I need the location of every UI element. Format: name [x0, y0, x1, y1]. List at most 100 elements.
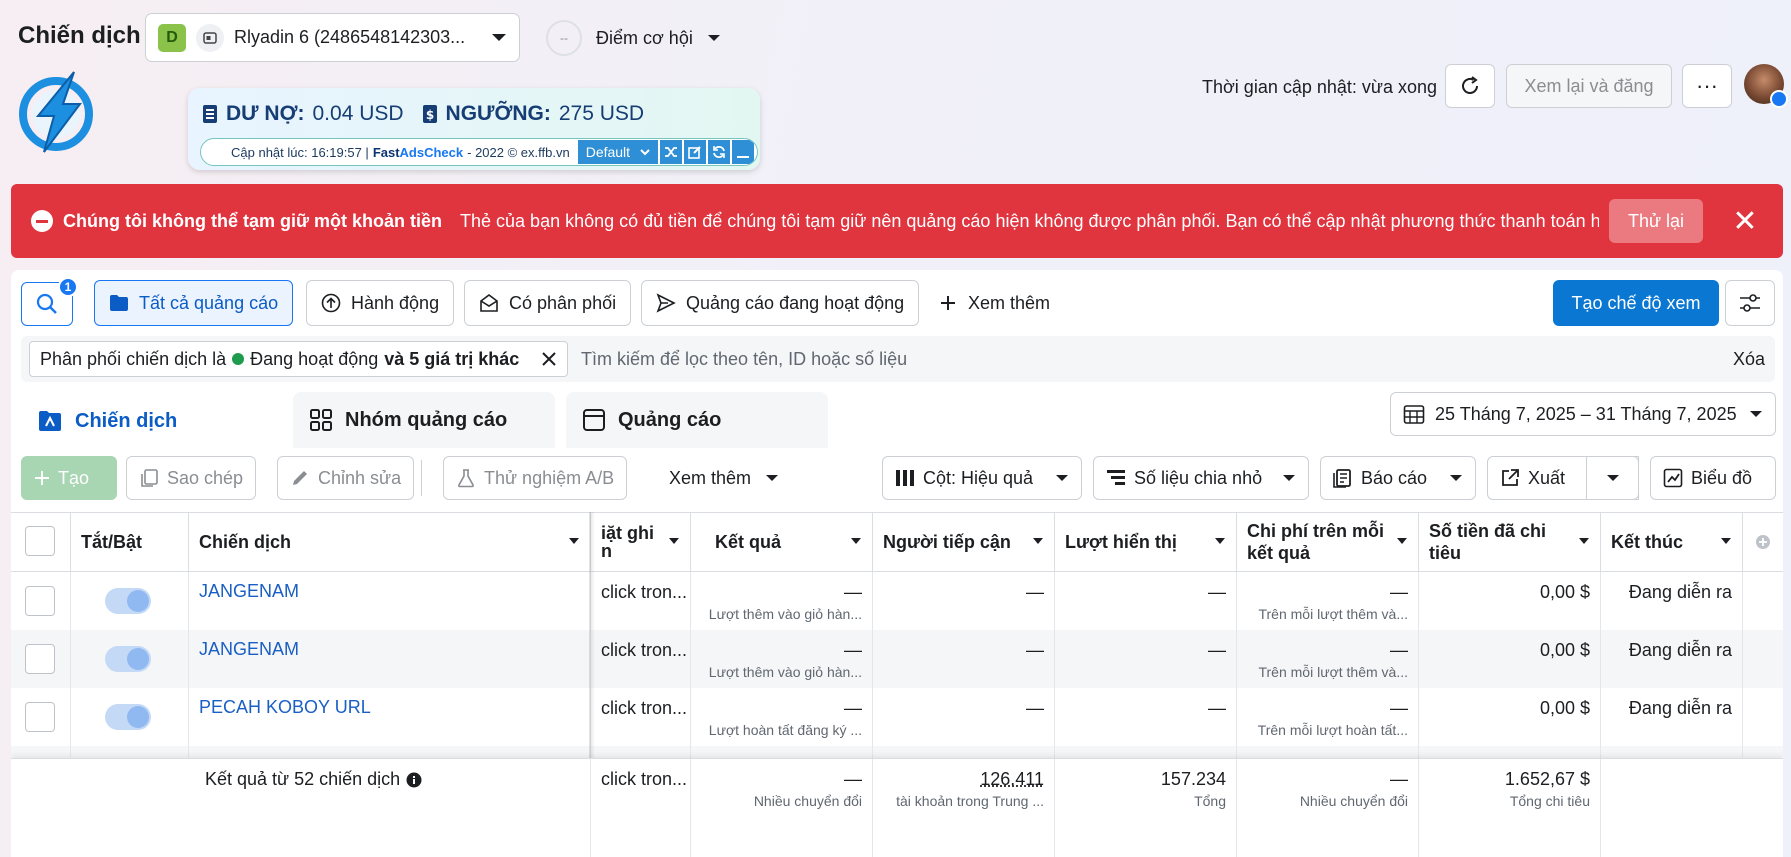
- header-impressions[interactable]: Lượt hiển thị: [1055, 513, 1237, 571]
- see-more-filters[interactable]: Xem thêm: [940, 280, 1050, 326]
- spent-value: 0,00 $: [1539, 640, 1590, 660]
- export-dropdown[interactable]: [1586, 456, 1639, 500]
- end-value: Đang diễn ra: [1628, 582, 1732, 602]
- summary-cpr-note: Nhiều chuyển đổi: [1299, 793, 1408, 809]
- sliders-icon: [1740, 294, 1760, 312]
- table-row[interactable]: JANGENAM click tron... — Lượt thêm vào gi…: [11, 572, 1783, 630]
- header-results[interactable]: Kết quả: [691, 513, 873, 571]
- shuffle-button[interactable]: [660, 140, 683, 164]
- chip-label: Hành động: [351, 292, 440, 313]
- campaign-toggle[interactable]: [105, 588, 151, 614]
- campaign-name-link[interactable]: JANGENAM: [199, 639, 300, 659]
- campaign-name-link[interactable]: JANGENAM: [199, 581, 300, 601]
- select-all-checkbox[interactable]: [25, 526, 55, 556]
- tab-ad-sets[interactable]: Nhóm quảng cáo: [293, 392, 555, 448]
- edit-button[interactable]: Chỉnh sửa: [277, 456, 415, 500]
- close-icon[interactable]: ✕: [1732, 204, 1758, 238]
- summary-result-type: Nhiều chuyển đổi: [753, 793, 862, 809]
- row-checkbox[interactable]: [25, 702, 55, 732]
- chip-has-delivery[interactable]: Có phân phối: [464, 280, 632, 326]
- header-select-all[interactable]: [11, 513, 71, 571]
- account-badge: D: [158, 23, 186, 52]
- chip-active-ads[interactable]: Quảng cáo đang hoạt động: [641, 280, 920, 326]
- campaign-name-link[interactable]: PECAH KOBOY URL: [199, 697, 371, 717]
- adscheck-brand: AdsCheck: [399, 144, 464, 160]
- chevron-down-icon: [1033, 538, 1043, 544]
- chevron-down-icon: [1283, 474, 1295, 481]
- result-value: —: [844, 640, 862, 660]
- plus-icon: [35, 471, 49, 485]
- status-dot-icon: [232, 353, 245, 365]
- result-value: —: [844, 582, 862, 602]
- review-and-publish-button[interactable]: Xem lại và đăng: [1506, 64, 1672, 108]
- end-value: Đang diễn ra: [1628, 698, 1732, 718]
- alert-message: Thẻ của bạn không có đủ tiền để chúng tô…: [460, 210, 1599, 231]
- create-button[interactable]: Tạo: [21, 456, 117, 500]
- result-type: Lượt thêm vào giỏ hàn...: [708, 606, 862, 622]
- campaign-toggle[interactable]: [105, 704, 151, 730]
- export-label: Xuất: [1528, 467, 1566, 488]
- minimize-button[interactable]: [732, 140, 755, 164]
- columns-dropdown[interactable]: Cột: Hiệu quả: [882, 456, 1082, 500]
- chevron-down-icon: [669, 538, 679, 544]
- edit-button[interactable]: [684, 140, 707, 164]
- summary-impressions-note: Tổng: [1194, 793, 1226, 809]
- header-reach[interactable]: Người tiếp cận: [873, 513, 1055, 571]
- chart-button[interactable]: Biểu đồ: [1650, 456, 1776, 500]
- more-options-button[interactable]: ···: [1682, 64, 1732, 108]
- tab-label: Chiến dịch: [75, 409, 178, 432]
- create-label: Tạo: [58, 467, 90, 488]
- clear-filters-link[interactable]: Xóa: [1732, 348, 1765, 369]
- refresh-button[interactable]: [1445, 64, 1495, 108]
- preset-select[interactable]: Default: [577, 140, 659, 164]
- copy-button[interactable]: Sao chép: [126, 456, 257, 500]
- view-settings-button[interactable]: [1725, 280, 1775, 326]
- chip-actions[interactable]: Hành động: [306, 280, 455, 326]
- search-button[interactable]: 1: [21, 277, 78, 326]
- tab-ads[interactable]: Quảng cáo: [566, 392, 828, 448]
- summary-attribution: click tron...: [601, 769, 688, 789]
- add-column-button[interactable]: [1743, 513, 1783, 571]
- result-type: Lượt hoàn tất đăng ký ...: [708, 722, 862, 738]
- header-amount-spent[interactable]: Số tiền đã chi tiêu: [1419, 513, 1601, 571]
- header-ends[interactable]: Kết thúc: [1601, 513, 1743, 571]
- create-view-button[interactable]: Tạo chế độ xem: [1553, 280, 1719, 326]
- campaign-toggle[interactable]: [105, 646, 151, 672]
- header-toggle[interactable]: Tắt/Bật: [71, 513, 189, 571]
- account-selector[interactable]: D Rlyadin 6 (2486548142303...: [145, 13, 520, 62]
- cpr-value: —: [1390, 582, 1408, 602]
- row-checkbox[interactable]: [25, 586, 55, 616]
- payment-alert: Chúng tôi không thể tạm giữ một khoản ti…: [11, 184, 1783, 258]
- chip-all-ads[interactable]: Tất cả quảng cáo: [94, 280, 294, 326]
- shuffle-icon: [665, 147, 678, 157]
- info-icon[interactable]: [406, 772, 422, 788]
- campaign-icon: [39, 411, 61, 431]
- account-name: Rlyadin 6 (2486548142303...: [234, 27, 466, 47]
- minus-circle-icon: [31, 210, 53, 232]
- row-checkbox[interactable]: [25, 644, 55, 674]
- header-cost-per-result[interactable]: Chi phí trên mỗi kết quả: [1237, 513, 1419, 571]
- header-campaign[interactable]: Chiến dịch: [189, 513, 591, 571]
- filter-search-input[interactable]: Tìm kiếm để lọc theo tên, ID hoặc số liệ…: [581, 348, 908, 369]
- opportunity-score[interactable]: -- Điểm cơ hội: [546, 20, 721, 56]
- avatar[interactable]: [1744, 64, 1788, 108]
- table-row[interactable]: JANGENAM click tron... — Lượt thêm vào gi…: [11, 630, 1783, 688]
- close-icon[interactable]: [541, 351, 557, 367]
- active-filter-tag[interactable]: Phân phối chiến dịch là Đang hoạt động v…: [29, 341, 569, 377]
- chevron-down-icon: [640, 148, 650, 155]
- threshold-label: NGƯỠNG:: [445, 102, 551, 125]
- header-attribution[interactable]: iặt ghi n: [591, 513, 691, 571]
- sync-button[interactable]: [708, 140, 731, 164]
- reach-value: —: [1026, 640, 1044, 660]
- summary-reach[interactable]: 126.411: [980, 769, 1044, 789]
- pencil-icon: [293, 471, 307, 485]
- reports-dropdown[interactable]: Báo cáo: [1320, 456, 1476, 500]
- ab-test-button[interactable]: Thử nghiệm A/B: [443, 456, 628, 500]
- edit-icon: [688, 146, 701, 159]
- tab-campaigns[interactable]: Chiến dịch: [21, 390, 283, 452]
- retry-button[interactable]: Thử lại: [1609, 199, 1703, 243]
- date-range-picker[interactable]: 25 Tháng 7, 2025 – 31 Tháng 7, 2025: [1390, 392, 1776, 436]
- more-actions-dropdown[interactable]: Xem thêm: [657, 456, 791, 500]
- breakdown-dropdown[interactable]: Số liệu chia nhỏ: [1093, 456, 1309, 500]
- table-row[interactable]: PECAH KOBOY URL click tron... — Lượt hoàn…: [11, 688, 1783, 746]
